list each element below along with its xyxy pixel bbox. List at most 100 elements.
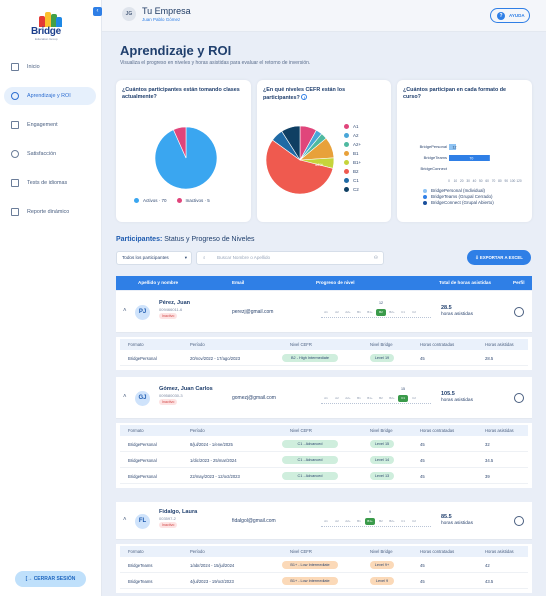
course-period: 8/jul/2024 - 1/ene/2025 (190, 442, 233, 447)
legend-B1+: B1+ (344, 160, 361, 165)
help-button[interactable]: ? AYUDA (490, 8, 530, 23)
x-tick-label: 10 (454, 179, 458, 183)
export-label: EXPORTAR A EXCEL (479, 255, 523, 260)
home-icon (11, 63, 19, 71)
hours-attended: 28.5 (485, 356, 494, 361)
logo-word: Bridge (31, 26, 61, 37)
level-step: B1 (357, 396, 361, 400)
col-hours[interactable]: Total de horas asistidas (439, 280, 491, 285)
level-step: A2 (335, 310, 339, 314)
level-step: B2 (379, 519, 383, 523)
col-progress[interactable]: Progreso de nivel (316, 280, 355, 285)
legend-dot (423, 194, 427, 199)
profile-icon[interactable] (514, 393, 524, 403)
courses-col: Nivel Bridge (370, 549, 393, 554)
avatar[interactable]: JG (122, 7, 136, 21)
participant-avatar: GJ (135, 391, 150, 406)
bridge-logo[interactable]: Bridge Education Group (30, 10, 72, 41)
sidebar-item-1[interactable]: Aprendizaje y ROI (4, 87, 96, 105)
course-row: BridgePersonal 8/jul/2024 - 1/ene/2025 C… (120, 436, 528, 452)
sidebar-item-0[interactable]: Inicio (4, 58, 96, 76)
course-format-card: ¿Cuántos participan en cada formato de c… (397, 80, 532, 222)
sidebar-item-3[interactable]: Satisfacción (4, 145, 96, 163)
pie-slice-Activos[interactable] (154, 126, 218, 190)
course-period: 4/jul/2023 - 19/oct/2023 (190, 579, 234, 584)
pie-slice-B2[interactable] (265, 139, 334, 195)
x-tick-label: 80 (498, 179, 502, 183)
courses-col: Horas asistidas (485, 549, 514, 554)
chevron-up-icon[interactable]: ˄ (123, 517, 127, 523)
legend-label: BridgePersonal (Individual) (431, 188, 486, 193)
sidebar-item-label: Aprendizaje y ROI (27, 93, 71, 99)
participant-row[interactable]: ˄ GJ Gómez, Juan Carlos 009580030-3 Inac… (116, 377, 532, 419)
level-step: A2 (335, 519, 339, 523)
cefr-pill: C1 - Advanced (282, 456, 338, 464)
level-number: 12 (379, 301, 383, 305)
bar-BridgeTeams[interactable] (449, 155, 490, 161)
card-title-text: ¿En qué niveles CEFR están los participa… (263, 87, 346, 101)
x-tick-label: 50 (479, 179, 483, 183)
course-row: BridgePersonal 22/may/2023 - 12/oct/2023… (120, 468, 528, 484)
logout-button[interactable]: [→ CERRAR SESIÓN (15, 571, 86, 587)
chevron-up-icon[interactable]: ˄ (123, 308, 127, 314)
chevron-up-icon[interactable]: ˄ (123, 394, 127, 400)
col-email[interactable]: Email (232, 280, 245, 285)
sidebar-item-label: Engagement (27, 122, 58, 128)
hours-contracted: 45 (420, 442, 425, 447)
legend-label: B1 (353, 151, 359, 156)
participant-row[interactable]: ˄ FL Fidalgo, Laura 003597-2 Inactivo fi… (116, 502, 532, 540)
page-subtitle: Visualiza el progreso en niveles y horas… (120, 60, 311, 66)
bar-category-label: BridgeConnect (421, 166, 448, 171)
sidebar-item-label: Tests de idiomas (27, 180, 68, 186)
company-name: Tu Empresa (142, 6, 191, 16)
participant-row[interactable]: ˄ PJ Pérez, Juan 009466011-6 Inactivo pe… (116, 291, 532, 333)
courses-col: Período (190, 549, 205, 554)
progress-track (321, 403, 431, 405)
legend-format-1: BridgeTeams (Grupal Cerrado) (423, 194, 494, 199)
user-name: Juan Pablo Gómez (142, 17, 181, 22)
legend-label: B1+ (353, 160, 362, 165)
bar-category-label: BridgePersonal (420, 144, 447, 149)
sidebar-item-4[interactable]: Tests de idiomas (4, 174, 96, 192)
level-step: A1 (324, 396, 328, 400)
level-step: B2 (379, 396, 383, 400)
hours-total: 105.5 (441, 391, 455, 397)
sidebar-nav: Inicio Aprendizaje y ROI Engagement Satisfa… (4, 58, 96, 232)
calendar-icon (11, 121, 19, 129)
info-icon[interactable]: i (301, 94, 308, 100)
hours-contracted: 45 (420, 474, 425, 479)
user-icon: ⚇ (373, 255, 378, 260)
status-badge: Inactivo (159, 522, 178, 528)
hours-contracted: 45 (420, 563, 425, 568)
x-tick-label: 70 (492, 179, 496, 183)
export-excel-button[interactable]: ⇩ EXPORTAR A EXCEL (467, 250, 531, 265)
card-title: ¿Cuántos participantes están tomando cla… (122, 87, 240, 100)
collapse-sidebar-button[interactable]: ‹ (93, 7, 102, 16)
active-participants-card: ¿Cuántos participantes están tomando cla… (116, 80, 251, 222)
cefr-legend: A1 A2 A2+ B1 B1+ B2 C1 C2 (344, 124, 361, 196)
hours-total: 28.5 (441, 305, 452, 311)
profile-icon[interactable] (514, 516, 524, 526)
course-period: 1/dic/2023 - 25/mar/2024 (190, 458, 237, 463)
participant-name: Fidalgo, Laura (159, 509, 198, 515)
bar-BridgePersonal[interactable] (449, 144, 456, 150)
bridge-level-pill: Level 19 (370, 354, 394, 362)
progress-track (321, 526, 431, 528)
col-name[interactable]: Apellido y nombre (138, 280, 179, 285)
bridge-level-pill: Level 13 (370, 472, 394, 480)
pie-slice-C2[interactable] (281, 125, 301, 162)
profile-icon[interactable] (514, 307, 524, 317)
pie-slice-Inactivos[interactable] (172, 126, 187, 159)
legend-format-0: BridgePersonal (Individual) (423, 188, 494, 193)
sidebar-item-5[interactable]: Reporte dinámico (4, 203, 96, 221)
active-pie-chart (154, 126, 218, 190)
course-period: 22/may/2023 - 12/oct/2023 (190, 474, 240, 479)
level-step: B1+ (367, 396, 373, 400)
participants-filter-select[interactable]: Todos los participantes ▾ (116, 251, 192, 265)
course-row: BridgePersonal 1/dic/2023 - 25/mar/2024 … (120, 452, 528, 468)
sidebar-item-2[interactable]: Engagement (4, 116, 96, 134)
courses-col: Nivel Bridge (370, 428, 393, 433)
col-profile[interactable]: Perfil (513, 280, 525, 285)
search-input[interactable]: ⌕ Buscar Nombre o Apellido ⚇ (196, 251, 384, 265)
legend-B1: B1 (344, 151, 361, 156)
